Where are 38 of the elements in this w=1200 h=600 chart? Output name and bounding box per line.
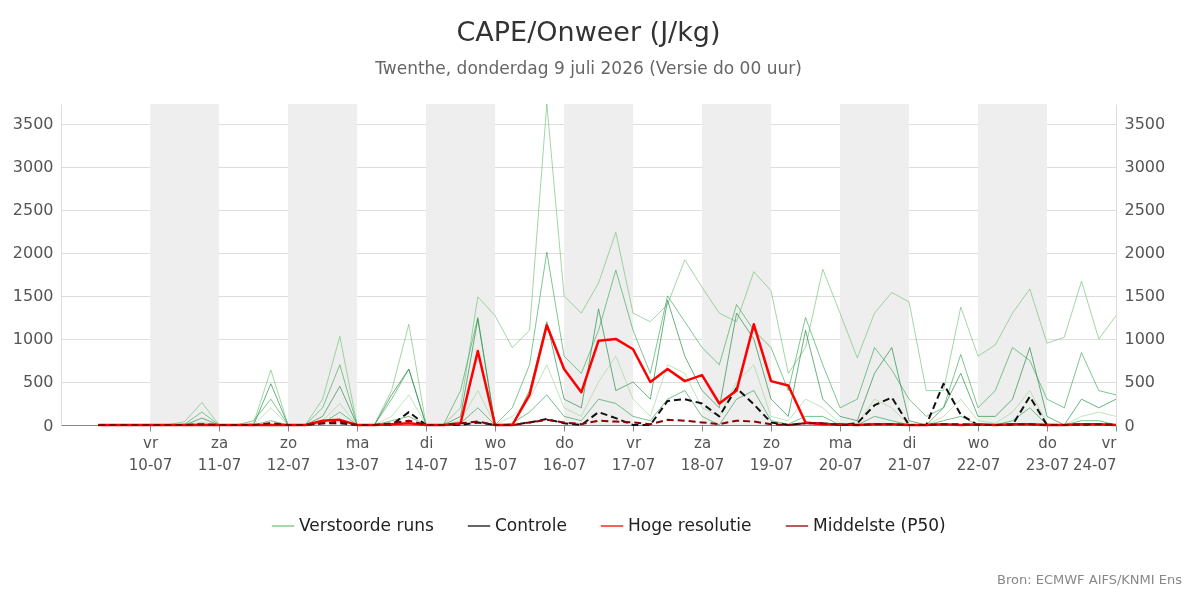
- y2-tick-label: 500: [1124, 372, 1156, 392]
- y-tick-label: 1000: [12, 329, 54, 349]
- x-tick-label: do 16-07: [542, 433, 587, 474]
- y2-tick-label: 2500: [1124, 200, 1166, 220]
- legend-label: Controle: [495, 515, 567, 535]
- y2-tick-label: 0: [1124, 415, 1135, 435]
- y2-tick-label: 1500: [1124, 286, 1166, 306]
- legend-label: Verstoorde runs: [299, 515, 434, 535]
- x-tick-label: di 14-07: [404, 433, 449, 474]
- y-tick-label: 3500: [12, 114, 54, 134]
- x-tick-label: vr 17-07: [611, 433, 656, 474]
- x-tick-label: ma 13-07: [335, 433, 380, 474]
- y2-tick-label: 1000: [1124, 329, 1166, 349]
- y-tick-label: 3000: [12, 157, 54, 177]
- chart-title: CAPE/Onweer (J/kg): [456, 15, 721, 47]
- x-tick-label: ma 20-07: [818, 433, 863, 474]
- y2-tick-label: 3000: [1124, 157, 1166, 177]
- x-tick-label: za 11-07: [197, 433, 242, 474]
- y2-tick-label: 2000: [1124, 243, 1166, 263]
- x-tick-label: do 23-07: [1025, 433, 1070, 474]
- y-tick-label: 0: [43, 415, 54, 435]
- y2-tick-label: 3500: [1124, 114, 1166, 134]
- x-tick-label: vr 24-07: [1072, 433, 1118, 474]
- x-tick-label: wo 22-07: [956, 433, 1001, 474]
- chart-subtitle: Twenthe, donderdag 9 juli 2026 (Versie do 00 uur): [374, 57, 802, 78]
- legend-label: Hoge resolutie: [628, 515, 752, 535]
- x-tick-label: zo 19-07: [749, 433, 794, 474]
- text: Bron: ECMWF AIFS/KNMI Ens: [997, 572, 1182, 587]
- x-tick-label: za 18-07: [680, 433, 725, 474]
- x-tick-label: wo 15-07: [473, 433, 518, 474]
- y-tick-label: 2000: [12, 243, 54, 263]
- y-tick-label: 1500: [12, 286, 54, 306]
- legend-label: Middelste (P50): [813, 515, 946, 535]
- x-tick-label: zo 12-07: [266, 433, 311, 474]
- y-tick-label: 2500: [12, 200, 54, 220]
- x-tick-label: vr 10-07: [128, 433, 173, 474]
- x-tick-label: di 21-07: [887, 433, 932, 474]
- y-tick-label: 500: [22, 372, 54, 392]
